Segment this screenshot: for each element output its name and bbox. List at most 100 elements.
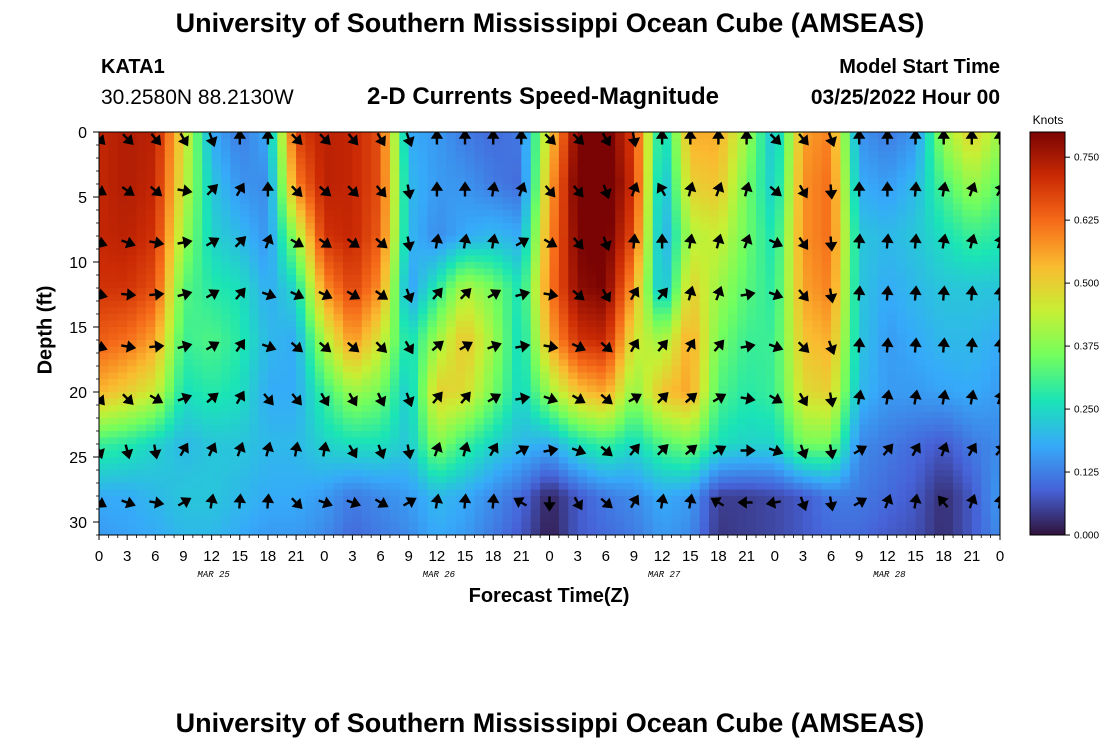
heatmap-cell xyxy=(549,392,560,400)
heatmap-cell xyxy=(643,151,654,159)
heatmap-cell xyxy=(136,288,147,296)
heatmap-cell xyxy=(680,496,691,504)
heatmap-cell xyxy=(267,515,278,523)
heatmap-cell xyxy=(502,437,513,445)
heatmap-cell xyxy=(174,132,185,140)
heatmap-cell xyxy=(643,268,654,276)
heatmap-cell xyxy=(192,489,203,497)
heatmap-cell xyxy=(314,320,325,328)
heatmap-cell xyxy=(343,483,354,491)
heatmap-cell xyxy=(202,210,213,218)
heatmap-cell xyxy=(643,216,654,224)
heatmap-cell xyxy=(493,418,504,426)
heatmap-cell xyxy=(446,314,457,322)
heatmap-cell xyxy=(624,236,635,244)
heatmap-cell xyxy=(643,489,654,497)
heatmap-cell xyxy=(493,333,504,341)
heatmap-cell xyxy=(164,385,175,393)
heatmap-cell xyxy=(840,379,851,387)
heatmap-cell xyxy=(765,151,776,159)
heatmap-cell xyxy=(258,229,269,237)
heatmap-cell xyxy=(361,353,372,361)
heatmap-cell xyxy=(587,223,598,231)
heatmap-cell xyxy=(436,223,447,231)
heatmap-cell xyxy=(540,502,551,510)
heatmap-cell xyxy=(436,210,447,218)
heatmap-cell xyxy=(727,223,738,231)
heatmap-cell xyxy=(446,151,457,159)
heatmap-cell xyxy=(540,145,551,153)
heatmap-cell xyxy=(831,171,842,179)
heatmap-cell xyxy=(221,158,231,166)
heatmap-cell xyxy=(690,496,701,504)
heatmap-cell xyxy=(587,249,598,257)
heatmap-cell xyxy=(699,151,710,159)
heatmap-cell xyxy=(324,405,335,413)
heatmap-cell xyxy=(577,132,588,140)
heatmap-cell xyxy=(643,171,654,179)
heatmap-cell xyxy=(605,138,616,146)
heatmap-cell xyxy=(812,353,823,361)
heatmap-cell xyxy=(718,177,729,185)
heatmap-cell xyxy=(615,242,626,250)
heatmap-cell xyxy=(633,483,644,491)
heatmap-cell xyxy=(652,489,663,497)
heatmap-cell xyxy=(192,405,203,413)
heatmap-cell xyxy=(389,372,400,380)
heatmap-cell xyxy=(605,171,616,179)
heatmap-cell xyxy=(643,138,654,146)
heatmap-cell xyxy=(737,411,748,419)
heatmap-cell xyxy=(633,255,644,263)
heatmap-cell xyxy=(530,431,541,439)
heatmap-cell xyxy=(221,515,231,523)
heatmap-cell xyxy=(568,405,579,413)
heatmap-cell xyxy=(680,216,691,224)
heatmap-cell xyxy=(530,151,541,159)
heatmap-cell xyxy=(399,366,410,374)
heatmap-cell xyxy=(587,411,598,419)
heatmap-cell xyxy=(455,320,466,328)
heatmap-cell xyxy=(821,392,832,400)
heatmap-cell xyxy=(211,457,222,465)
heatmap-cell xyxy=(530,496,541,504)
heatmap-cell xyxy=(389,405,400,413)
heatmap-cell xyxy=(145,398,156,406)
heatmap-cell xyxy=(117,151,128,159)
heatmap-cell xyxy=(802,164,813,172)
heatmap-cell xyxy=(474,528,485,535)
heatmap-cell xyxy=(511,405,522,413)
heatmap-cell xyxy=(746,151,757,159)
heatmap-cell xyxy=(436,463,447,471)
heatmap-cell xyxy=(389,320,400,328)
heatmap-cell xyxy=(793,476,804,484)
heatmap-cell xyxy=(352,132,363,140)
heatmap-cell xyxy=(568,457,579,465)
heatmap-cell xyxy=(521,476,532,484)
heatmap-cell xyxy=(774,424,785,432)
heatmap-cell xyxy=(145,301,156,309)
heatmap-cell xyxy=(408,437,419,445)
heatmap-cell xyxy=(239,301,250,309)
heatmap-cell xyxy=(755,314,766,322)
heatmap-cell xyxy=(296,132,307,140)
heatmap-cell xyxy=(296,275,307,283)
heatmap-cell xyxy=(774,457,785,465)
heatmap-cell xyxy=(371,138,382,146)
heatmap-cell xyxy=(709,340,720,348)
heatmap-cell xyxy=(587,515,598,523)
heatmap-cell xyxy=(643,515,654,523)
heatmap-cell xyxy=(558,515,569,523)
heatmap-cell xyxy=(211,515,222,523)
heatmap-cell xyxy=(849,268,860,276)
heatmap-cell xyxy=(615,262,626,270)
heatmap-cell xyxy=(258,327,269,335)
heatmap-cell xyxy=(324,288,335,296)
heatmap-cell xyxy=(465,190,476,198)
heatmap-cell xyxy=(474,288,485,296)
heatmap-cell xyxy=(718,522,729,530)
heatmap-cell xyxy=(690,255,701,263)
heatmap-cell xyxy=(802,268,813,276)
heatmap-cell xyxy=(145,463,156,471)
heatmap-cell xyxy=(239,255,250,263)
heatmap-cell xyxy=(502,418,513,426)
